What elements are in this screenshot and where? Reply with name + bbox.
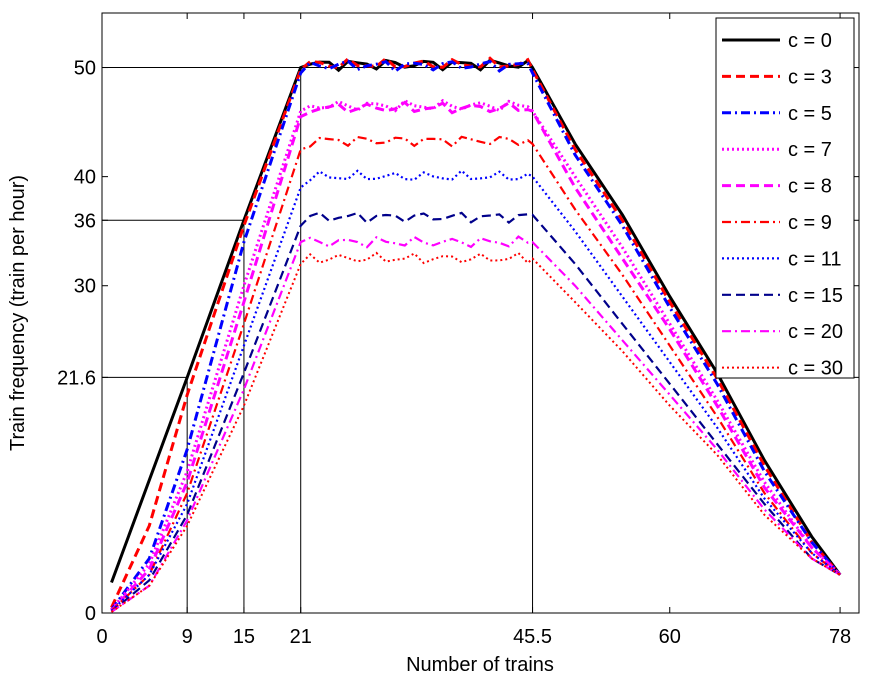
series-line-7 [110, 169, 841, 612]
legend-label-3: c = 5 [788, 103, 832, 125]
legend-box [715, 17, 855, 379]
legend-label-8: c = 15 [788, 285, 843, 307]
legend-label-7: c = 11 [788, 248, 842, 270]
x-tick-label-0: 0 [96, 626, 107, 648]
y-tick-label-2: 30 [74, 276, 96, 298]
series-line-3 [110, 59, 842, 611]
x-axis: 0 9 15 21 45.5 60 78 [96, 13, 851, 648]
y-axis: 0 21.6 30 36 40 50 [57, 58, 859, 625]
y-axis-label: Train frequency (train per hour) [7, 175, 29, 451]
legend: c = 0 c = 3 c = 5 c = 7 c = 8 c = 9 c = 11 c = … [715, 17, 855, 380]
y-tick-label-3: 36 [74, 210, 96, 232]
series-line-5 [110, 100, 842, 612]
series-line-10 [110, 251, 841, 613]
x-tick-label-2: 15 [233, 626, 255, 648]
y-tick-label-1: 21.6 [57, 367, 96, 389]
x-tick-label-5: 60 [659, 626, 681, 648]
series-group [110, 56, 842, 613]
legend-label-4: c = 7 [788, 139, 832, 161]
series-line-2 [110, 56, 842, 609]
legend-label-6: c = 9 [788, 212, 832, 234]
legend-label-5: c = 8 [788, 176, 832, 198]
x-tick-label-4: 45.5 [513, 626, 552, 648]
series-line-9 [110, 235, 841, 613]
legend-label-2: c = 3 [788, 66, 832, 88]
x-tick-label-6: 78 [829, 626, 851, 648]
x-tick-label-3: 21 [290, 626, 312, 648]
legend-label-1: c = 0 [788, 30, 832, 52]
y-tick-label-4: 40 [74, 167, 96, 189]
legend-label-10: c = 30 [788, 358, 843, 380]
reference-lines [102, 67, 534, 613]
x-axis-label: Number of trains [406, 654, 554, 676]
y-tick-label-0: 0 [85, 603, 96, 625]
y-tick-label-5: 50 [74, 58, 96, 80]
series-line-8 [110, 211, 841, 613]
series-line-4 [110, 98, 842, 611]
series-line-6 [110, 135, 841, 612]
legend-label-9: c = 20 [788, 321, 843, 343]
x-tick-label-1: 9 [182, 626, 193, 648]
